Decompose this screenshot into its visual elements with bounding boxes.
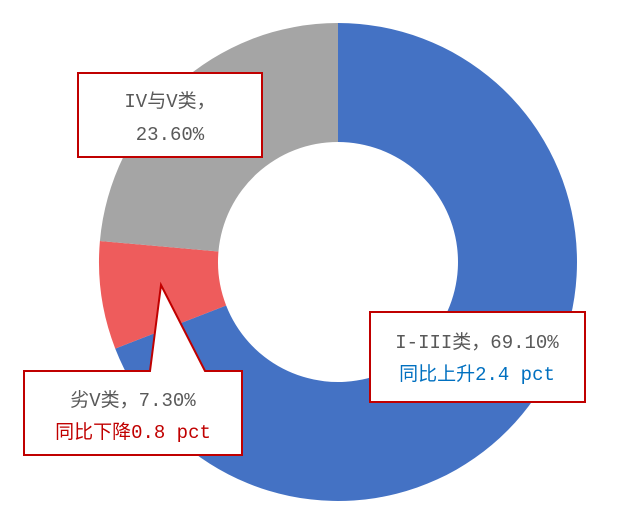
label-grade-4-5-line2: 23.60% (136, 124, 205, 146)
callout-grade-below-5: 劣V类，7.30% 同比下降0.8 pct (23, 281, 243, 456)
label-grade-below-5-line1: 劣V类，7.30% (70, 389, 196, 412)
label-grade-below-5-line2: 同比下降0.8 pct (55, 421, 211, 444)
label-grade-4-5-line1: IV与V类， (124, 90, 215, 113)
label-grade-1-3-line2: 同比上升2.4 pct (399, 363, 555, 386)
label-grade-1-3-line1: I-III类，69.10% (395, 331, 559, 354)
callout-grade-1-3: I-III类，69.10% 同比上升2.4 pct (369, 311, 586, 403)
callout-grade-4-5: IV与V类， 23.60% (77, 72, 263, 158)
